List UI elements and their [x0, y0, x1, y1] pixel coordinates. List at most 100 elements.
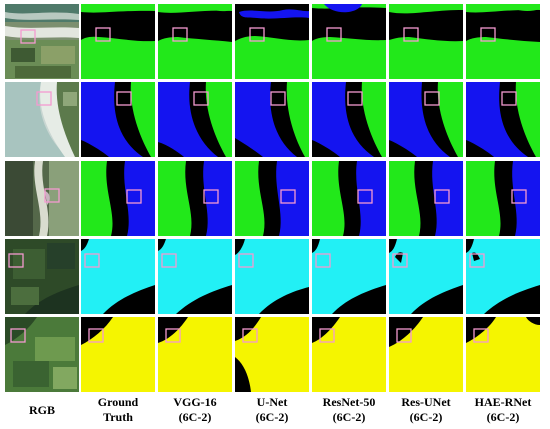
segmentation-tile [389, 161, 463, 236]
segmentation-tile [389, 239, 463, 314]
caption-resunet: Res-UNet (6C-2) [389, 395, 463, 425]
highlight-box [392, 253, 408, 268]
mask-region [411, 285, 463, 314]
mask-region [432, 161, 463, 236]
mask-region [395, 4, 431, 11]
mask-region [204, 4, 232, 12]
mask-region [176, 285, 232, 314]
caption-rgb: RGB [5, 403, 79, 418]
highlight-box [172, 27, 188, 42]
segmentation-mask [389, 4, 463, 79]
segmentation-mask [81, 4, 155, 79]
segmentation-tile [312, 4, 386, 79]
mask-region [332, 285, 386, 314]
mask-region [312, 239, 320, 253]
highlight-box [242, 328, 258, 343]
scene-region [13, 361, 49, 387]
caption-line: HAE-RNet [474, 395, 532, 409]
segmentation-mask [466, 317, 540, 392]
highlight-box [36, 91, 52, 106]
caption-line: Ground [97, 395, 139, 409]
segmentation-tile [466, 82, 540, 157]
mask-region [235, 357, 251, 392]
mask-region [466, 4, 496, 12]
mask-region [81, 10, 155, 42]
highlight-box [347, 91, 363, 106]
segmentation-tile [81, 161, 155, 236]
mask-region [466, 140, 494, 157]
mask-region [259, 287, 309, 314]
segmentation-tile [466, 161, 540, 236]
highlight-box [95, 27, 111, 42]
caption-resnet50: ResNet-50 (6C-2) [312, 395, 386, 425]
scene-region [11, 48, 35, 62]
highlight-box [165, 328, 181, 343]
caption-line: (6C-2) [409, 410, 443, 424]
segmentation-tile [158, 161, 232, 236]
segmentation-mask [158, 239, 232, 314]
mask-region [466, 239, 474, 253]
mask-region [158, 10, 232, 42]
highlight-box [84, 253, 100, 268]
highlight-box [8, 253, 24, 268]
segmentation-mask [235, 82, 309, 157]
segmentation-tile [389, 317, 463, 392]
highlight-box [326, 27, 342, 42]
highlight-box [44, 188, 60, 203]
segmentation-mask [81, 161, 155, 236]
segmentation-mask [389, 239, 463, 314]
segmentation-tile [235, 4, 309, 79]
segmentation-tile [466, 239, 540, 314]
highlight-box [396, 328, 412, 343]
segmentation-mask [466, 161, 540, 236]
segmentation-tile [81, 317, 155, 392]
mask-region [389, 10, 463, 42]
highlight-box [88, 328, 104, 343]
highlight-box [280, 189, 296, 204]
scene-region [53, 367, 77, 389]
segmentation-tile [235, 82, 309, 157]
highlight-box [270, 91, 286, 106]
caption-line: (6C-2) [332, 410, 366, 424]
caption-ground-truth: Ground Truth [81, 395, 155, 425]
highlight-box [203, 189, 219, 204]
mask-region [235, 138, 263, 157]
highlight-box [10, 328, 26, 343]
highlight-box [116, 91, 132, 106]
segmentation-mask [81, 239, 155, 314]
scene-region [49, 161, 79, 236]
segmentation-mask [158, 4, 232, 79]
mask-region [526, 317, 540, 325]
scene-region [13, 249, 45, 279]
rgb-scene [5, 82, 79, 157]
highlight-box [357, 189, 373, 204]
mask-region [239, 9, 309, 19]
caption-hae-rnet: HAE-RNet (6C-2) [466, 395, 540, 425]
segmentation-tile [466, 4, 540, 79]
mask-region [437, 82, 463, 157]
segmentation-tile [158, 239, 232, 314]
mask-region [103, 285, 155, 314]
mask-region [81, 239, 89, 251]
segmentation-tile [312, 82, 386, 157]
scene-region [34, 161, 49, 236]
segmentation-mask [466, 82, 540, 157]
segmentation-mask [235, 317, 309, 392]
segmentation-mask [389, 161, 463, 236]
rgb-scene [5, 4, 79, 79]
mask-region [312, 140, 340, 157]
rgb-scene [5, 239, 79, 314]
highlight-box [161, 253, 177, 268]
highlight-box [315, 253, 331, 268]
caption-line: Res-UNet [401, 395, 451, 409]
scene-region [41, 46, 75, 64]
mask-region [130, 82, 155, 157]
highlight-box [249, 27, 265, 42]
segmentation-mask [466, 4, 540, 79]
segmentation-mask [158, 161, 232, 236]
segmentation-mask [312, 317, 386, 392]
scene-region [25, 285, 79, 314]
mask-region [235, 239, 245, 255]
caption-line: ResNet-50 [322, 395, 376, 409]
mask-region [158, 142, 184, 157]
